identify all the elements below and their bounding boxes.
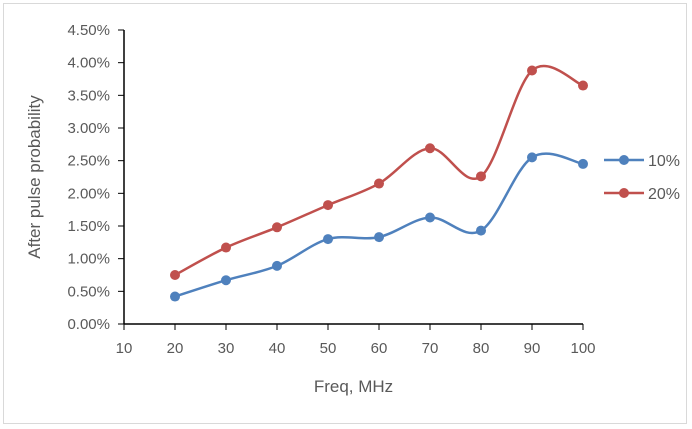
data-point-10% [527, 152, 537, 163]
x-tick-label: 90 [524, 340, 541, 357]
x-tick-label: 20 [167, 340, 184, 357]
data-point-20% [527, 65, 537, 76]
y-tick-label: 0.50% [67, 283, 110, 300]
legend-marker-10% [619, 155, 629, 165]
x-tick-label: 70 [422, 340, 439, 357]
series-line-10% [174, 152, 584, 298]
data-point-20% [425, 143, 435, 154]
data-point-20% [374, 178, 384, 189]
x-tick-label: 100 [570, 340, 595, 357]
chart-border [3, 3, 687, 424]
y-tick-label: 1.00% [67, 251, 110, 268]
y-tick-label: 4.00% [67, 55, 110, 72]
data-point-20% [170, 270, 180, 280]
y-tick-label: 3.50% [67, 87, 110, 104]
x-tick-label: 30 [218, 340, 235, 357]
x-tick-label: 60 [371, 340, 388, 357]
x-tick-label: 80 [473, 340, 490, 357]
data-point-10% [272, 260, 282, 271]
y-tick-label: 2.00% [67, 185, 110, 202]
data-point-10% [323, 234, 333, 245]
y-tick-label: 2.50% [67, 153, 110, 170]
data-point-10% [476, 225, 486, 236]
data-point-10% [578, 158, 588, 169]
data-point-20% [272, 222, 282, 233]
data-point-10% [425, 212, 435, 223]
data-point-10% [221, 275, 231, 286]
data-point-20% [476, 171, 486, 182]
data-point-10% [170, 291, 180, 302]
y-tick-label: 3.00% [67, 120, 110, 137]
x-axis-title: Freq, MHz [314, 377, 393, 396]
x-tick-label: 10 [116, 340, 133, 357]
data-point-20% [578, 80, 588, 91]
legend-label-10%: 10% [648, 153, 680, 170]
data-point-20% [323, 200, 333, 211]
y-tick-label: 4.50% [67, 22, 110, 39]
x-tick-label: 50 [320, 340, 337, 357]
legend-label-20%: 20% [648, 186, 680, 203]
data-point-10% [374, 232, 384, 243]
series-line-20% [174, 64, 584, 277]
y-axis-title: After pulse probability [25, 95, 44, 259]
x-tick-label: 40 [269, 340, 286, 357]
legend-marker-20% [619, 188, 629, 198]
y-tick-label: 0.00% [67, 316, 110, 333]
data-point-20% [221, 242, 231, 253]
y-tick-label: 1.50% [67, 218, 110, 235]
